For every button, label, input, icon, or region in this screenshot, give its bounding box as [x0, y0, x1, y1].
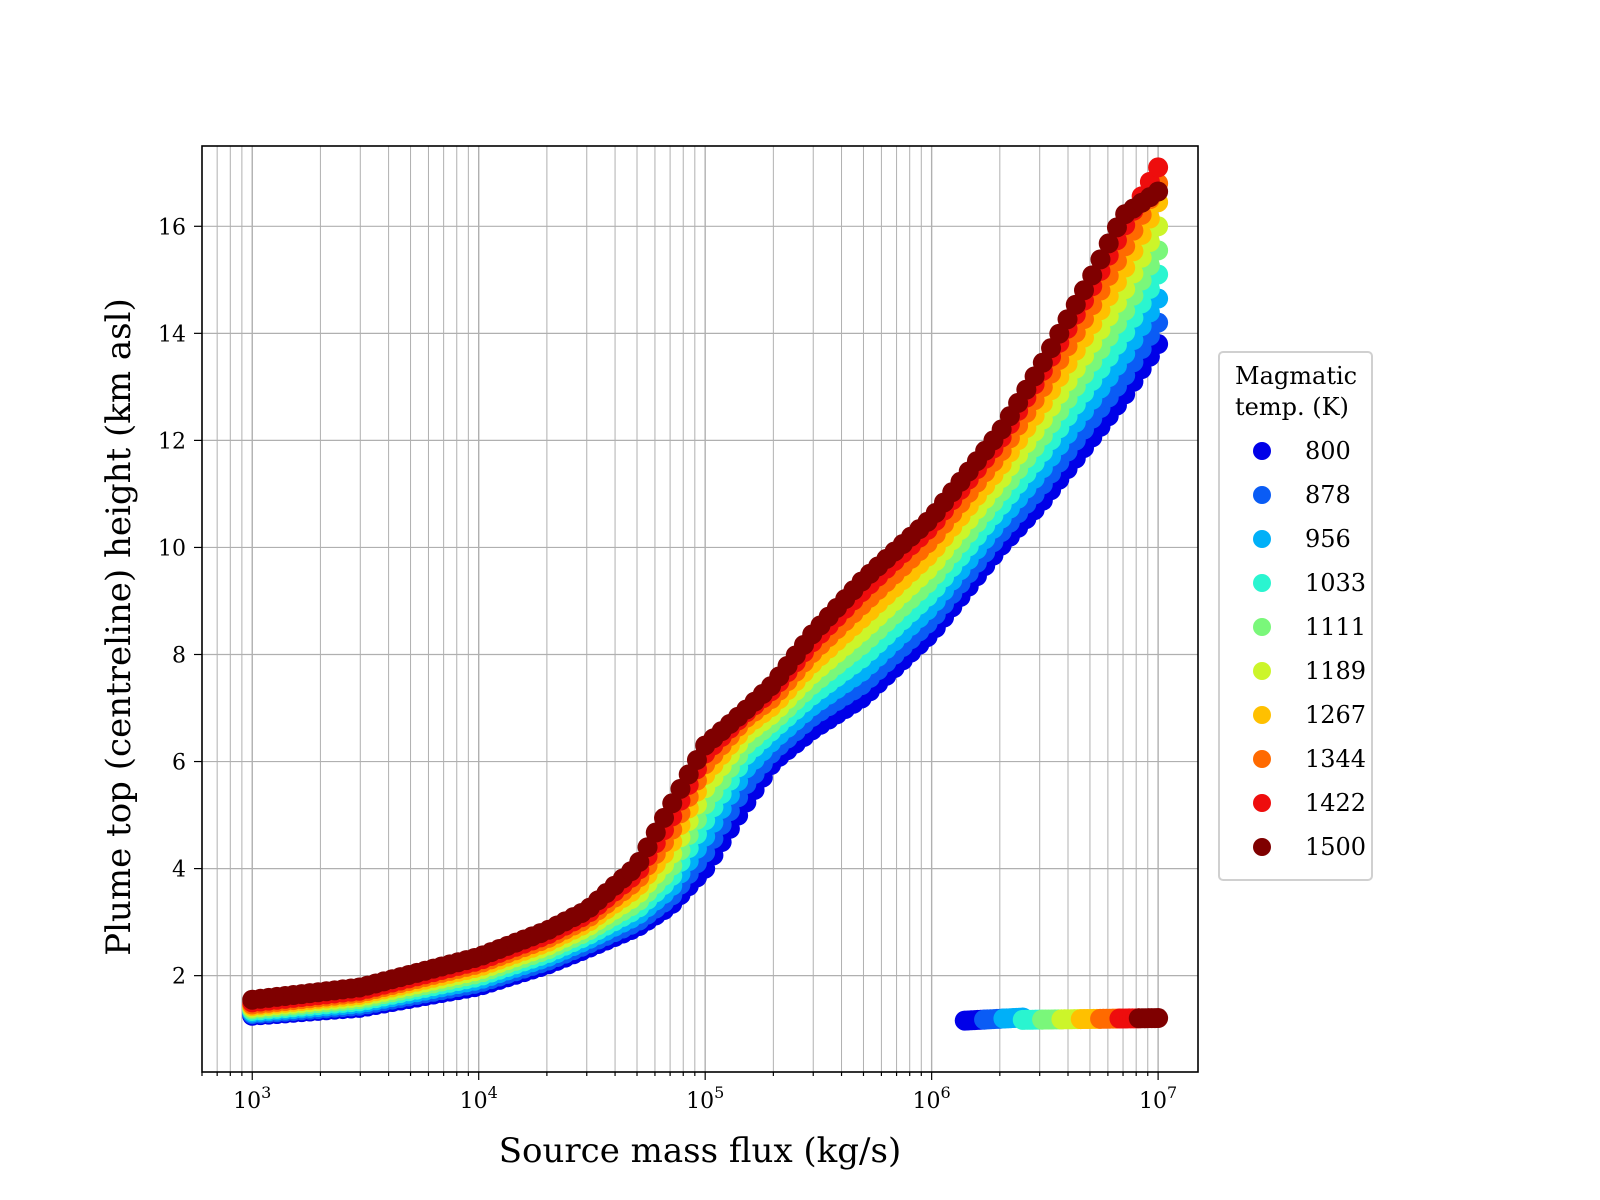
legend-label: 1189 [1305, 657, 1367, 685]
plot-frame [201, 145, 1199, 1073]
data-point [1148, 181, 1169, 202]
data-point [1032, 352, 1053, 373]
y-tick-label: 14 [158, 322, 186, 347]
legend-marker [1253, 574, 1271, 592]
y-tick-label: 8 [172, 643, 186, 668]
data-point-outlier [1148, 1008, 1169, 1029]
data-points [242, 157, 1169, 1031]
y-tick-label: 4 [172, 858, 186, 883]
legend-label: 1500 [1305, 833, 1367, 861]
legend-item: 1189 [1220, 649, 1371, 693]
data-point [1049, 323, 1070, 344]
legend-label: 956 [1305, 525, 1351, 553]
x-tick-label: 104 [460, 1083, 498, 1114]
legend-title: Magmatic temp. (K) [1235, 362, 1358, 421]
data-point [1090, 249, 1111, 270]
data-point [637, 837, 658, 858]
legend-items: 800 878 956 1033 1111 1189 1267 1344 1422 1500 [1220, 429, 1371, 869]
legend-label: 878 [1305, 481, 1351, 509]
legend: Magmatic temp. (K) 800 878 956 1033 1111 1189… [1218, 351, 1373, 881]
legend-item: 800 [1220, 429, 1371, 473]
legend-item: 1500 [1220, 825, 1371, 869]
data-point [1082, 265, 1103, 286]
data-point [645, 822, 666, 843]
legend-item: 1267 [1220, 693, 1371, 737]
legend-label: 1267 [1305, 701, 1367, 729]
data-point [1074, 280, 1095, 301]
data-point [1148, 157, 1169, 178]
y-tick-label: 10 [158, 536, 186, 561]
legend-marker [1253, 662, 1271, 680]
legend-label: 1344 [1305, 745, 1367, 773]
data-point [1065, 294, 1086, 315]
legend-marker [1253, 486, 1271, 504]
axis-ticks: 2 4 6 8 10 12 14 16 103 104 105 106 107 [158, 215, 1177, 1114]
data-point [654, 807, 675, 828]
x-tick-label: 106 [913, 1083, 951, 1114]
legend-item: 878 [1220, 473, 1371, 517]
x-tick-label: 105 [686, 1083, 724, 1114]
data-point [629, 851, 650, 872]
x-tick-label: 103 [233, 1083, 271, 1114]
y-tick-label: 12 [158, 429, 186, 454]
legend-marker [1253, 618, 1271, 636]
legend-item: 1033 [1220, 561, 1371, 605]
legend-marker [1253, 706, 1271, 724]
legend-item: 1344 [1220, 737, 1371, 781]
legend-label: 1422 [1305, 789, 1367, 817]
data-point [1041, 338, 1062, 359]
y-tick-label: 2 [172, 965, 186, 990]
y-tick-label: 16 [158, 215, 186, 240]
data-point [1098, 233, 1119, 254]
data-point [1057, 309, 1078, 330]
legend-marker [1253, 794, 1271, 812]
legend-marker [1253, 530, 1271, 548]
legend-item: 1111 [1220, 605, 1371, 649]
x-tick-label: 107 [1139, 1083, 1177, 1114]
x-axis-label: Source mass flux (kg/s) [499, 1131, 901, 1171]
legend-label: 800 [1305, 437, 1351, 465]
grid-lines [201, 146, 1198, 1072]
legend-label: 1033 [1305, 569, 1367, 597]
legend-marker [1253, 750, 1271, 768]
legend-item: 956 [1220, 517, 1371, 561]
y-axis-label: Plume top (centreline) height (km asl) [99, 298, 139, 956]
legend-item: 1422 [1220, 781, 1371, 825]
legend-marker [1253, 838, 1271, 856]
legend-label: 1111 [1305, 613, 1367, 641]
y-tick-label: 6 [172, 751, 186, 776]
legend-marker [1253, 442, 1271, 460]
